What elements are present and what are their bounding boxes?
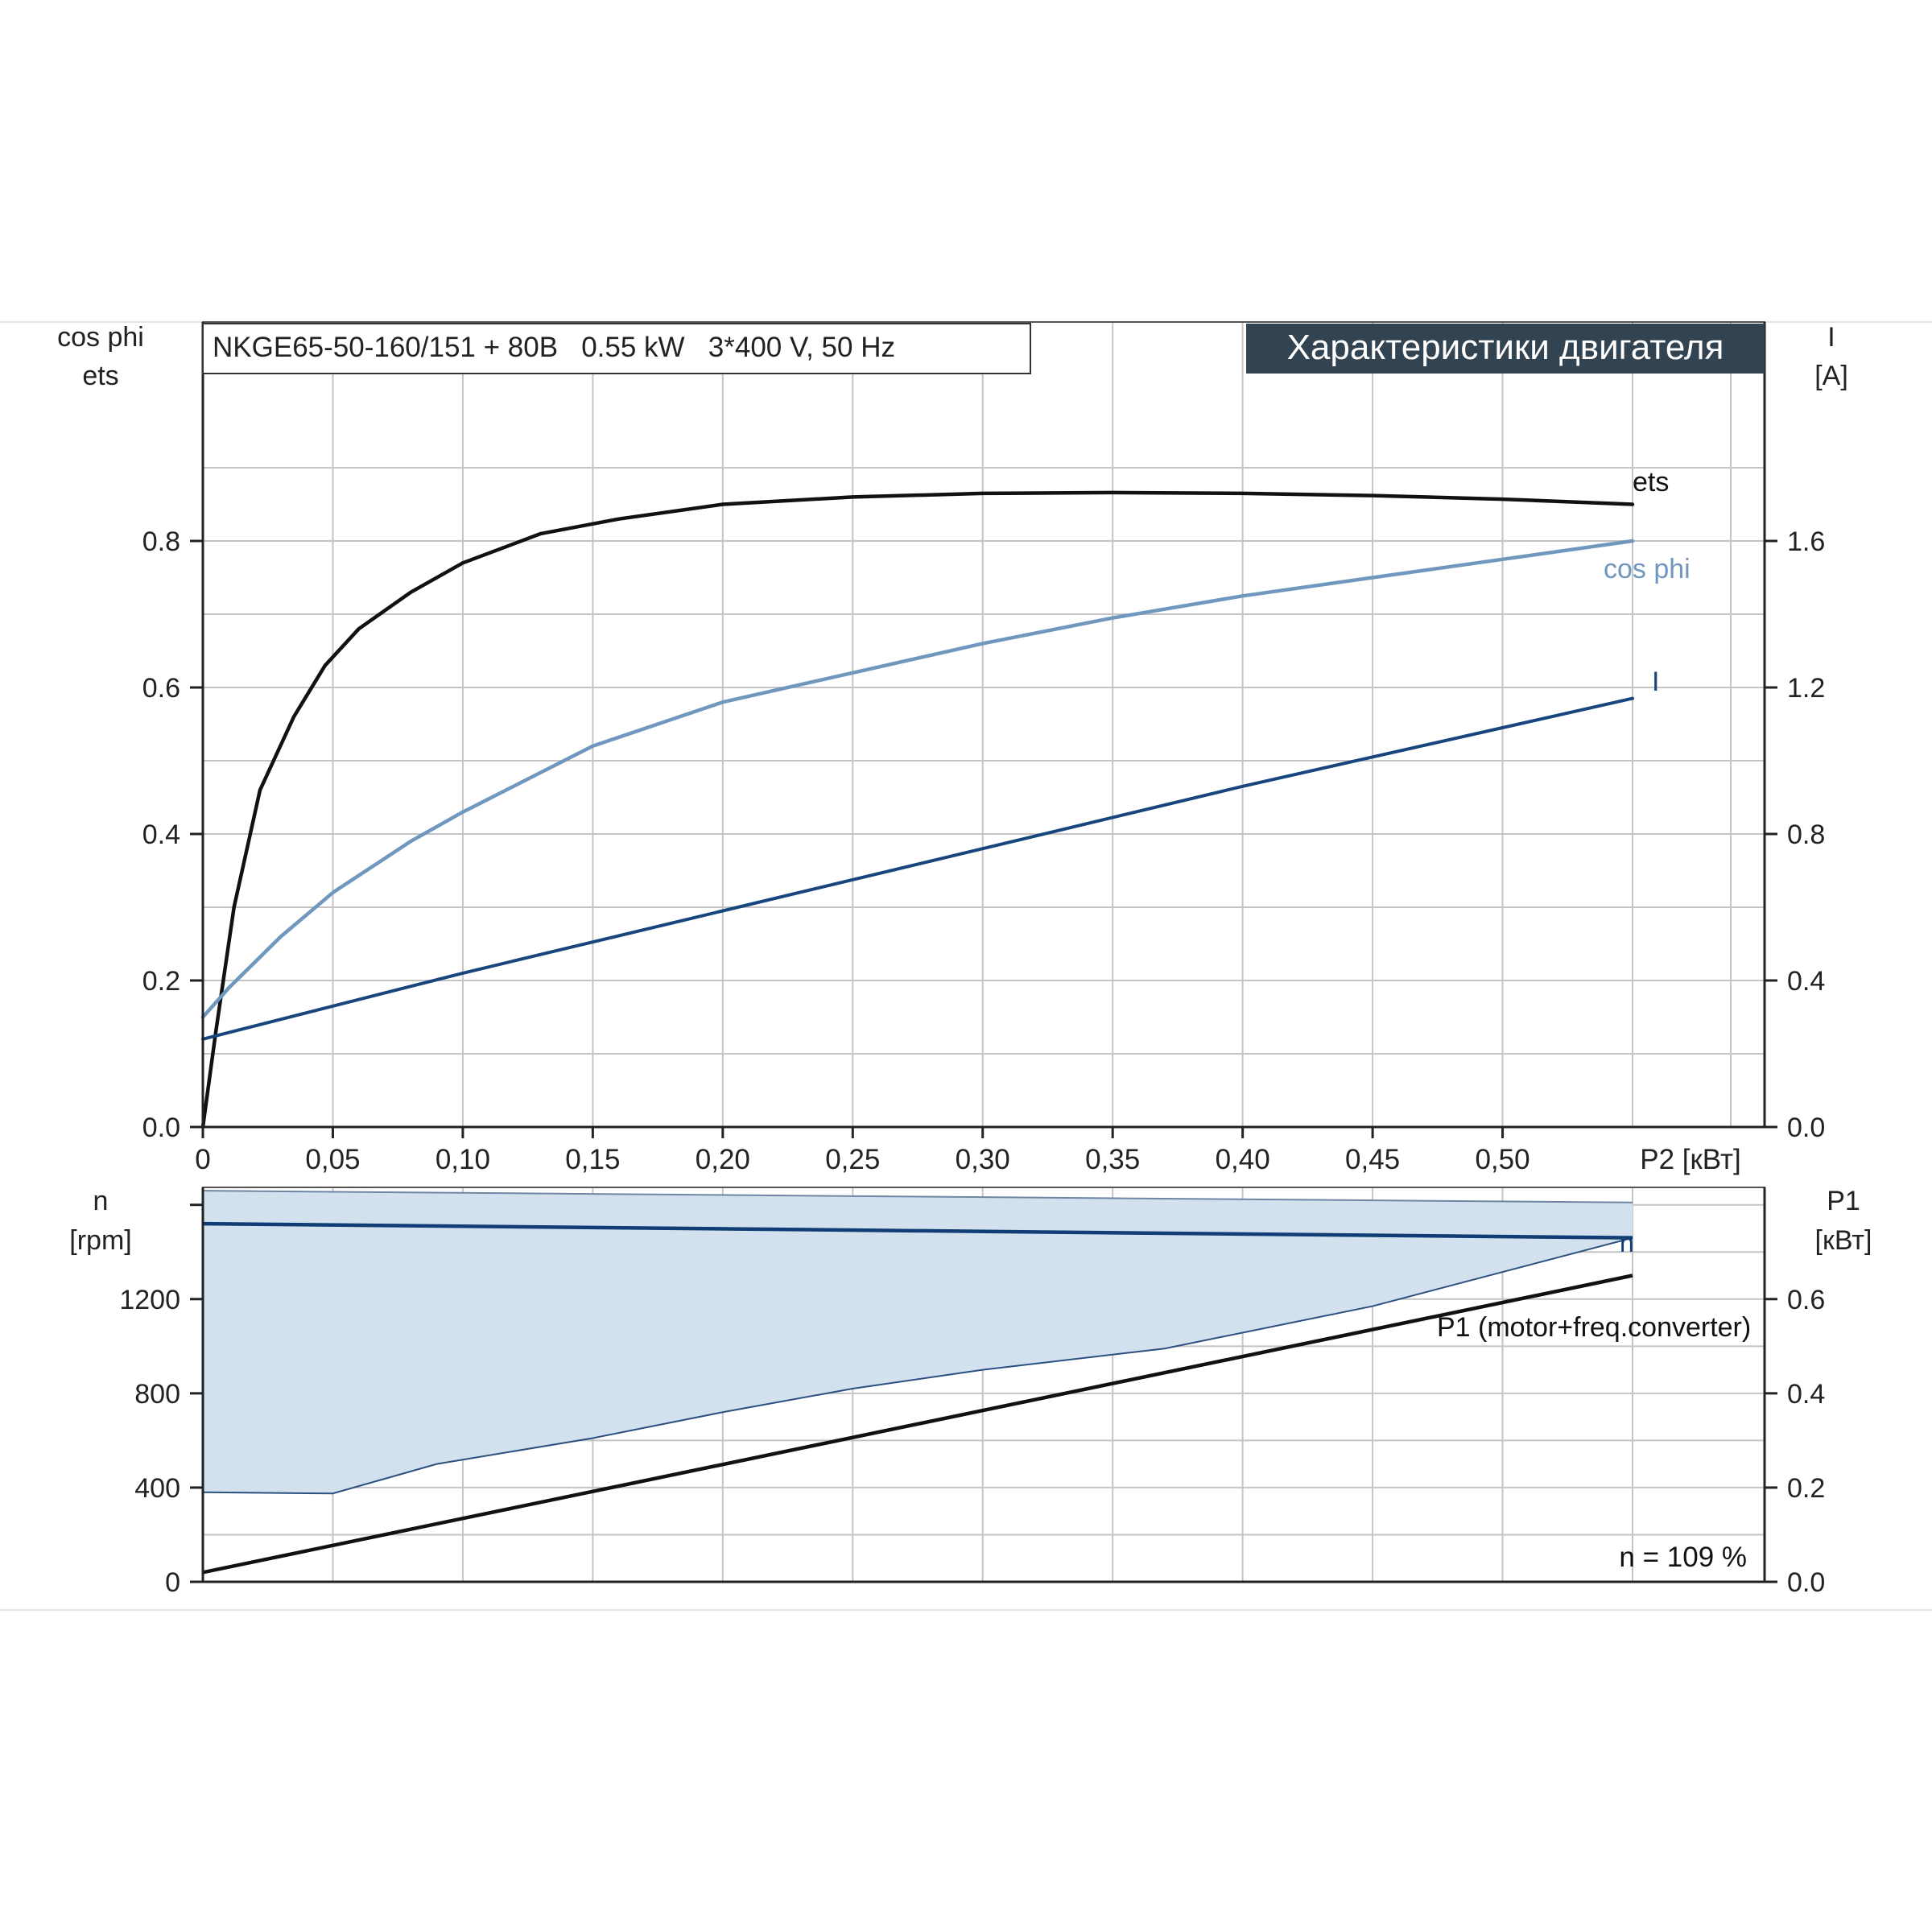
upper-right-tick-label: 0.4 bbox=[1787, 966, 1825, 997]
x-tick-label: 0,35 bbox=[1085, 1144, 1140, 1175]
y-right-label-kw: [кВт] bbox=[1815, 1225, 1872, 1256]
y-right-label-amps: [A] bbox=[1814, 361, 1848, 391]
title-banner bbox=[1246, 324, 1765, 374]
lower-right-tick-label: 0.4 bbox=[1787, 1379, 1825, 1410]
speed-band-upper-edge bbox=[202, 1190, 1633, 1203]
upper-right-tick-label: 1.2 bbox=[1787, 673, 1825, 704]
series-label-cosphi: cos phi bbox=[1604, 554, 1690, 584]
series-label-current: I bbox=[1652, 667, 1659, 697]
series-line-p1 bbox=[202, 1274, 1633, 1575]
y-left-label-ets: ets bbox=[82, 361, 118, 391]
upper-left-tick-label: 0.8 bbox=[142, 526, 180, 557]
x-tick-label: 0,20 bbox=[696, 1144, 750, 1175]
lower-left-tick-label: 1200 bbox=[119, 1285, 180, 1315]
speed-band-lower-edge bbox=[202, 1236, 1633, 1495]
upper-grid bbox=[202, 322, 1765, 1127]
speed-range-band bbox=[203, 1191, 1633, 1494]
x-tick-label: 0,40 bbox=[1216, 1144, 1270, 1175]
x-tick-label: 0,50 bbox=[1475, 1144, 1530, 1175]
upper-left-tick-label: 0.6 bbox=[142, 673, 180, 704]
model-label: NKGE65-50-160/151 + 80B 0.55 kW 3*400 V,… bbox=[213, 332, 895, 363]
series-label-ets: ets bbox=[1633, 467, 1669, 497]
model-label-box bbox=[202, 323, 1031, 374]
x-tick-label: 0,45 bbox=[1345, 1144, 1400, 1175]
y-right-label-p1: P1 bbox=[1827, 1186, 1860, 1216]
x-axis-label: P2 [кВт] bbox=[1640, 1144, 1741, 1175]
upper-left-tick-label: 0.2 bbox=[142, 966, 180, 997]
series-line-n bbox=[202, 1221, 1633, 1240]
upper-ticks: 0.0 0.2 0.4 0.6 0.8 0.0 0.4 0.8 1.2 1.6 0 0,05 0,10 0… bbox=[142, 526, 1826, 1175]
upper-series-layer bbox=[200, 490, 1635, 1129]
upper-right-tick-label: 0.0 bbox=[1787, 1113, 1825, 1143]
series-line-cos-phi bbox=[200, 539, 1635, 1019]
series-line-ets bbox=[200, 490, 1635, 1129]
x-tick-label: 0,15 bbox=[565, 1144, 620, 1175]
x-tick-label: 0 bbox=[195, 1144, 210, 1175]
series-line-i bbox=[201, 696, 1634, 1041]
speed-annotation: n = 109 % bbox=[1619, 1542, 1747, 1573]
upper-right-tick-label: 1.6 bbox=[1787, 526, 1825, 557]
upper-plot-frame bbox=[202, 321, 1765, 1128]
lower-right-tick-label: 0.0 bbox=[1787, 1567, 1825, 1598]
y-left-label-cosphi: cos phi bbox=[57, 322, 144, 353]
y-right-label-current: I bbox=[1827, 322, 1835, 353]
title-banner-text: Характеристики двигателя bbox=[1287, 328, 1724, 367]
x-tick-label: 0,10 bbox=[436, 1144, 490, 1175]
lower-series-layer bbox=[202, 1190, 1633, 1575]
x-tick-label: 0,30 bbox=[956, 1144, 1010, 1175]
series-label-n: n bbox=[1620, 1228, 1634, 1257]
upper-right-tick-label: 0.8 bbox=[1787, 819, 1825, 850]
y-left-label-rpm: [rpm] bbox=[69, 1225, 131, 1256]
upper-left-tick-label: 0.0 bbox=[142, 1113, 180, 1143]
lower-left-tick-label: 800 bbox=[134, 1379, 180, 1410]
y-left-label-n: n bbox=[93, 1186, 109, 1216]
x-tick-label: 0,05 bbox=[305, 1144, 360, 1175]
lower-right-tick-label: 0.6 bbox=[1787, 1285, 1825, 1315]
lower-left-tick-label: 400 bbox=[134, 1473, 180, 1504]
lower-left-tick-label: 0 bbox=[165, 1567, 180, 1598]
lower-ticks: 0 400 800 1200 0.0 0.2 0.4 0.6 bbox=[119, 1203, 1825, 1598]
x-tick-label: 0,25 bbox=[825, 1144, 880, 1175]
lower-right-tick-label: 0.2 bbox=[1787, 1473, 1825, 1504]
upper-left-tick-label: 0.4 bbox=[142, 819, 180, 850]
series-label-p1: P1 (motor+freq.converter) bbox=[1437, 1312, 1751, 1343]
